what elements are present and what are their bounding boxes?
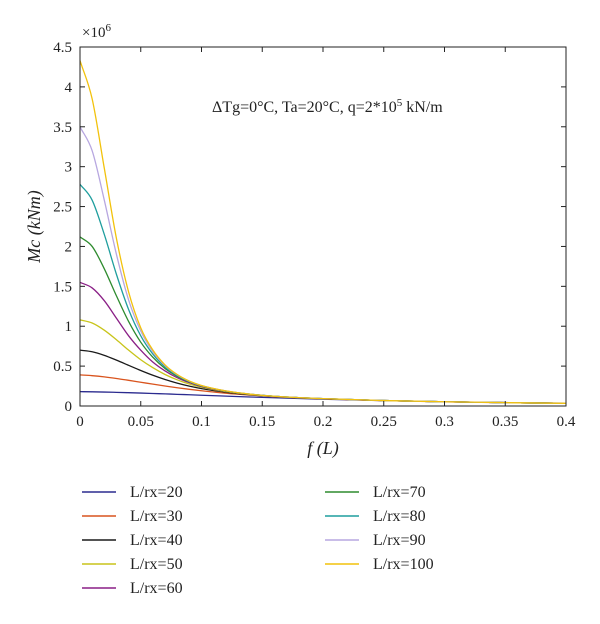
y-tick-label: 3.5	[53, 120, 72, 136]
legend-label-2: L/rx=30	[130, 508, 183, 525]
x-tick-label: 0	[76, 414, 84, 430]
condition-annotation: ΔTg=0°C, Ta=20°C, q=2*105 kN/m	[212, 97, 443, 116]
x-tick-label: 0.05	[128, 414, 154, 430]
legend: L/rx=20 L/rx=30 L/rx=40 L/rx=50 L/rx=60 L/rx=…	[82, 484, 434, 597]
legend-label-9: L/rx=100	[373, 556, 434, 573]
y-tick-label: 2	[65, 239, 73, 255]
y-tick-label: 2.5	[53, 200, 72, 216]
legend-label-8: L/rx=90	[373, 532, 426, 549]
legend-label-5: L/rx=60	[130, 580, 183, 597]
y-tick-label: 1.5	[53, 279, 72, 295]
x-tick-label: 0.3	[435, 414, 454, 430]
legend-label-6: L/rx=70	[373, 484, 426, 501]
series-line-7	[79, 183, 567, 404]
series-line-9	[79, 60, 567, 404]
y-tick-label: 1	[65, 319, 73, 335]
legend-label-7: L/rx=80	[373, 508, 426, 525]
y-axis-label: Mc (kNm)	[24, 190, 45, 263]
y-tick-label: 0.5	[53, 359, 72, 375]
x-tick-label: 0.4	[557, 414, 576, 430]
legend-label-3: L/rx=40	[130, 532, 183, 549]
x-tick-label: 0.25	[371, 414, 397, 430]
legend-label-4: L/rx=50	[130, 556, 183, 573]
x-tick-label: 0.1	[192, 414, 211, 430]
series-line-5	[79, 281, 567, 404]
x-tick-label: 0.15	[249, 414, 275, 430]
y-multiplier: ×106	[82, 22, 111, 41]
y-tick-label: 0	[65, 399, 73, 415]
legend-label-1: L/rx=20	[130, 484, 183, 501]
y-tick-label: 4	[65, 80, 73, 96]
y-tick-label: 4.5	[53, 40, 72, 56]
axes: 0 0.05 0.1 0.15 0.2 0.25 0.3 0.35 0.4 0 0.5 1 1.5 2 2.…	[24, 22, 576, 459]
x-tick-label: 0.2	[314, 414, 333, 430]
series-line-6	[79, 236, 567, 404]
plot-area	[79, 60, 567, 404]
y-tick-label: 3	[65, 160, 73, 176]
x-axis-label: f (L)	[307, 438, 339, 459]
x-tick-label: 0.35	[492, 414, 518, 430]
